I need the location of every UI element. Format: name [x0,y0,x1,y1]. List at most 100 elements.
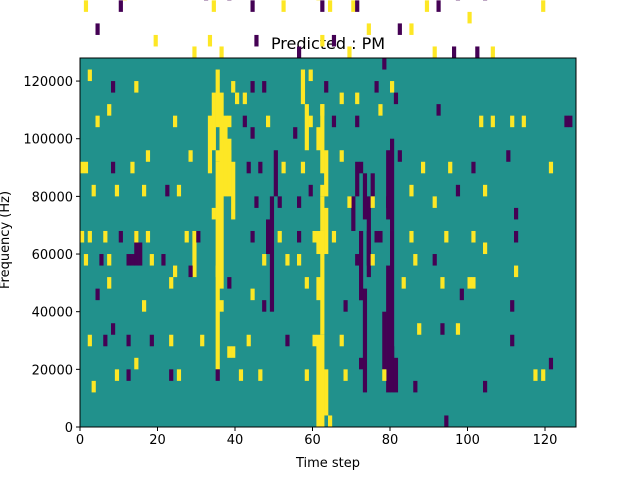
heatmap-run-high [231,161,236,220]
heatmap-run-low [355,161,360,197]
y-axis: 0 20000 40000 60000 80000 100000 120000 [23,75,80,436]
y-tick-label: 0 [65,421,73,436]
heatmap-run-high [215,69,220,128]
heatmap-cell-high [370,254,375,266]
heatmap-run-low [362,288,368,393]
heatmap-cell-low [444,415,449,427]
heatmap-cell-high [114,369,120,381]
heatmap-cell-high [169,334,174,347]
heatmap-cell-high [471,277,476,289]
heatmap-cell-low [165,184,170,197]
heatmap-cell-low [355,115,360,128]
heatmap-cell-low [440,323,445,335]
heatmap-cell-low [393,92,399,105]
heatmap-run-high [227,138,232,197]
heatmap-cell-high [308,115,313,128]
heatmap-cell-high [215,150,220,162]
heatmap-cell-high [211,0,216,12]
heatmap-run-low [266,219,271,255]
heatmap-cell-high [479,115,484,128]
heatmap-cell-low [297,196,302,208]
heatmap-cell-high [227,346,232,358]
heatmap-cell-low [126,334,131,347]
x-tick-label: 80 [382,433,399,448]
heatmap-cell-low [390,346,395,358]
heatmap-cell-high [215,265,220,278]
heatmap-cell-low [103,334,108,347]
heatmap-cell-low [293,127,298,139]
heatmap-run-high [316,127,321,151]
heatmap-run-low [390,138,395,231]
heatmap-run-high [300,69,306,105]
heatmap-cell-low [374,81,379,93]
x-tick-label: 100 [455,433,480,448]
heatmap-cell-low [359,161,364,174]
heatmap-cell-high [114,184,120,197]
heatmap-cell-high [134,357,139,370]
y-tick-label: 100000 [23,133,73,148]
heatmap-run-high [324,207,329,255]
heatmap-cell-high [510,115,515,128]
heatmap-cell-high [467,11,472,24]
heatmap-cell-high [91,380,96,393]
heatmap-cell-high [483,184,488,197]
heatmap-run-low [362,173,368,220]
heatmap-cell-high [533,369,538,381]
heatmap-cell-high [304,277,309,289]
heatmap-cell-high [366,23,371,35]
heatmap-cell-low [297,46,302,58]
heatmap-cell-high [83,161,89,174]
heatmap-cell-low [254,34,259,47]
heatmap-cell-high [444,230,449,243]
heatmap-cell-low [386,196,391,208]
heatmap-cell-low [111,323,116,335]
heatmap-cell-high [339,92,344,105]
heatmap-cell-low [324,81,329,93]
heatmap-run-low [370,173,375,197]
heatmap-cell-high [312,334,317,347]
heatmap-cell-high [490,115,495,128]
heatmap-cell-high [320,34,325,47]
heatmap-cell-high [440,277,445,289]
heatmap-cell-high [281,161,286,174]
heatmap-cell-low [471,161,476,174]
heatmap-cell-high [169,277,174,289]
heatmap-cell-low [250,0,255,12]
heatmap-cell-low [262,81,267,93]
heatmap-cell-high [91,184,96,197]
x-tick-label: 60 [304,433,321,448]
heatmap-cell-low [320,0,325,12]
heatmap-run-low [393,357,399,393]
heatmap-cell-high [211,207,216,220]
heatmap-cell-low [475,46,480,58]
heatmap-cell-high [541,0,546,12]
heatmap-cell-high [188,150,193,162]
heatmap-cell-high [130,161,135,174]
heatmap-cell-low [215,369,220,381]
heatmap-cell-high [192,46,197,58]
heatmap-cell-high [231,81,236,93]
y-tick-label: 60000 [32,248,73,263]
heatmap-cell-high [207,34,213,47]
heatmap-cell-low [359,357,364,370]
heatmap-cell-high [145,230,151,243]
heatmap-cell-high [246,334,251,347]
heatmap-cell-low [506,150,511,162]
heatmap-cell-high [227,150,232,162]
heatmap-cell-high [409,184,414,197]
heatmap-run-low [269,196,275,312]
heatmap-run-high [316,277,321,301]
heatmap-cell-high [297,254,302,266]
y-tick-label: 80000 [32,190,73,205]
y-axis-title: Frequency (Hz) [0,191,13,289]
heatmap-cell-low [355,254,360,266]
heatmap-cell-low [118,0,123,12]
heatmap-run-high [320,104,325,174]
heatmap-cell-low [397,23,402,35]
heatmap-cell-high [424,0,430,12]
heatmap-run-low [366,230,371,278]
heatmap-cell-low [118,230,123,243]
heatmap-cell-low [564,115,569,128]
heatmap-cell-high [514,265,519,278]
